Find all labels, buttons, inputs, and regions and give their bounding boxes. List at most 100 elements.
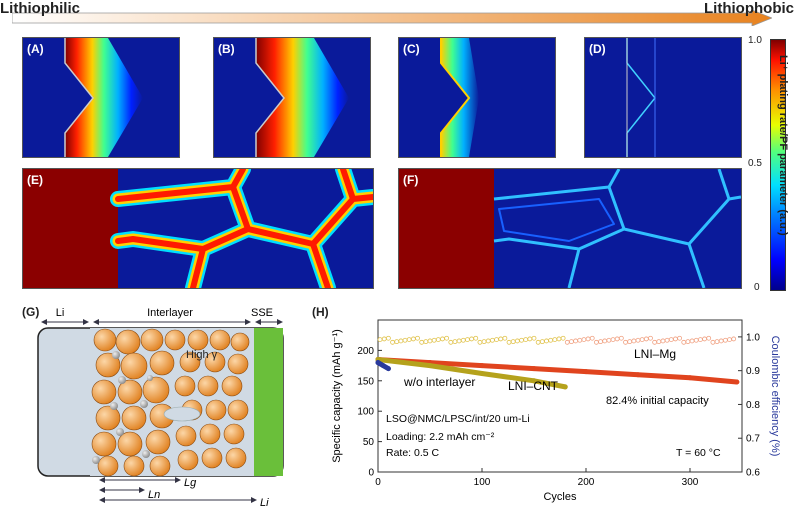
ce-point: [602, 338, 608, 344]
ce-point: [415, 335, 420, 341]
colorbar-tick-min: 0: [754, 282, 760, 293]
ce-point: [498, 336, 504, 342]
ce-point: [623, 339, 628, 345]
panel-f: (F): [398, 168, 742, 289]
ce-point: [506, 339, 512, 345]
colorbar-title: Li⁺ plating rate/PF parameter (a.u.): [777, 55, 789, 236]
ce-point: [635, 337, 641, 343]
ce-point: [552, 337, 558, 342]
ce-point: [727, 337, 732, 342]
annotation-lni-cnt: LNI–CNT: [508, 379, 559, 393]
ce-point: [706, 335, 712, 341]
ce-point: [548, 337, 554, 343]
y2-tick-label: 0.6: [746, 468, 760, 479]
ce-point: [673, 336, 678, 342]
ce-point: [593, 339, 599, 345]
ce-point: [510, 339, 516, 345]
ce-point: [573, 338, 579, 344]
colorbar-tick-mid: 0.5: [748, 158, 762, 169]
ce-point: [631, 338, 637, 344]
panel-a: (A): [22, 37, 180, 158]
ce-point: [410, 336, 416, 342]
schematic-sse-label: SSE: [251, 307, 273, 319]
ce-point: [502, 335, 508, 341]
annotation-initial-capacity: 82.4% initial capacity: [606, 395, 709, 407]
ce-point: [722, 337, 728, 343]
series-point: [531, 378, 537, 384]
ce-point: [514, 338, 520, 344]
y2-tick-label: 0.9: [746, 366, 760, 377]
lithiophilicity-arrow: [12, 10, 772, 26]
ce-point: [718, 338, 724, 344]
ce-point: [531, 335, 537, 341]
ce-point: [485, 338, 491, 344]
y-tick-label: 200: [357, 346, 374, 357]
panel-c-label: (C): [403, 42, 420, 56]
panel-d: (D): [584, 37, 742, 158]
x-tick-label: 300: [682, 477, 699, 488]
ce-point: [456, 338, 462, 344]
y-tick-label: 150: [357, 376, 374, 387]
ce-point: [710, 339, 716, 345]
series-point: [687, 375, 693, 381]
ce-point: [618, 335, 624, 341]
ce-point: [556, 336, 562, 342]
y-tick-label: 100: [357, 407, 374, 418]
ce-point: [560, 335, 566, 341]
annotation-wo-interlayer: w/o interlayer: [403, 375, 475, 389]
colorbar-tick-max: 1.0: [748, 35, 762, 46]
ce-point: [627, 339, 633, 345]
series-point: [531, 366, 537, 372]
panel-d-label: (D): [589, 42, 606, 56]
ce-point: [614, 336, 620, 342]
panel-h-label: (H): [312, 305, 329, 319]
ce-point: [386, 335, 391, 341]
series-point: [380, 363, 386, 369]
ce-point: [519, 337, 524, 343]
ce-point: [460, 337, 466, 343]
ce-point: [473, 335, 479, 341]
series-point: [635, 372, 641, 378]
panel-f-label: (F): [403, 173, 419, 187]
annotation-temperature: T = 60 °C: [676, 447, 721, 459]
series-point: [479, 371, 485, 377]
ce-point: [581, 337, 587, 342]
length-li: Li: [260, 497, 269, 508]
ce-point: [523, 337, 529, 342]
panel-a-label: (A): [27, 42, 44, 56]
ce-point: [677, 335, 683, 341]
annotation-loading: Loading: 2.2 mAh cm⁻²: [386, 431, 495, 443]
panel-b: (B): [213, 37, 371, 158]
ce-point: [423, 339, 429, 345]
high-gamma-label: High γ: [186, 349, 218, 361]
length-ln: Ln: [148, 489, 160, 501]
ce-point: [569, 339, 574, 345]
colorbar: [770, 39, 786, 291]
ce-point: [431, 337, 437, 343]
x-axis-label: Cycles: [543, 491, 577, 503]
panel-c: (C): [398, 37, 556, 158]
ce-point: [714, 339, 720, 345]
ce-point: [406, 337, 412, 342]
ce-point: [444, 335, 450, 341]
ce-point: [681, 339, 687, 345]
ce-point: [643, 336, 649, 342]
ce-point: [685, 339, 691, 345]
ce-point: [398, 338, 404, 344]
ce-point: [702, 336, 707, 342]
series-point: [479, 363, 485, 369]
ce-point: [610, 337, 616, 342]
y2-tick-label: 0.8: [746, 400, 760, 411]
x-tick-label: 100: [474, 477, 491, 488]
ce-point: [394, 339, 400, 345]
ce-point: [652, 339, 658, 345]
y-axis-label: Specific capacity (mAh g⁻¹): [331, 329, 343, 463]
ce-point: [381, 336, 387, 342]
ce-point: [731, 336, 737, 342]
plot-frame: [377, 319, 743, 473]
ce-point: [668, 337, 674, 342]
ce-point: [448, 339, 454, 345]
ce-point: [648, 335, 653, 341]
y2-tick-label: 1.0: [746, 332, 760, 343]
ce-point: [589, 335, 595, 341]
